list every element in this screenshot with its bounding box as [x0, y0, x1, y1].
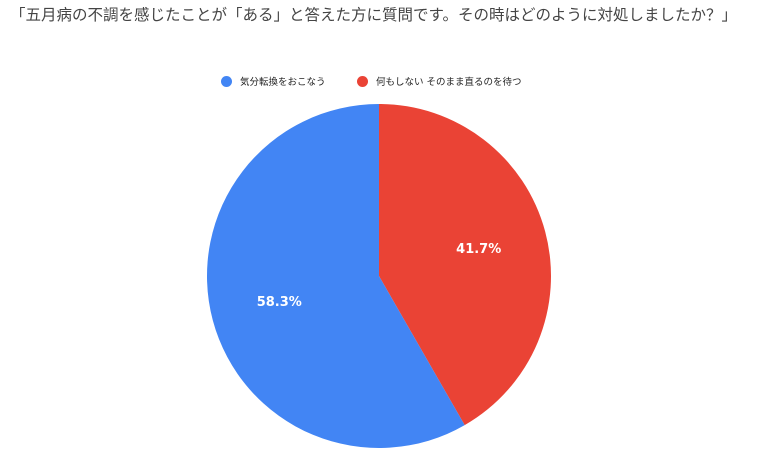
chart-title: 「五月病の不調を感じたことが「ある」と答えた方に質問です。その時はどのように対処… — [10, 6, 737, 24]
pie-label-blue: 58.3% — [257, 295, 302, 310]
legend-swatch-red — [357, 75, 368, 87]
pie-slice-red — [379, 104, 551, 426]
pie-label-red: 41.7% — [456, 242, 501, 257]
legend-item-red: 何もしない そのまま直るのを待つ — [357, 72, 522, 90]
legend-swatch-blue — [221, 75, 232, 87]
legend: 気分転換をおこなう 何もしない そのまま直るのを待つ — [0, 72, 758, 90]
legend-label-red: 何もしない そのまま直るのを待つ — [376, 77, 522, 88]
legend-item-blue: 気分転換をおこなう — [221, 72, 326, 90]
pie-slice-blue — [207, 104, 465, 448]
legend-label-blue: 気分転換をおこなう — [240, 77, 326, 88]
